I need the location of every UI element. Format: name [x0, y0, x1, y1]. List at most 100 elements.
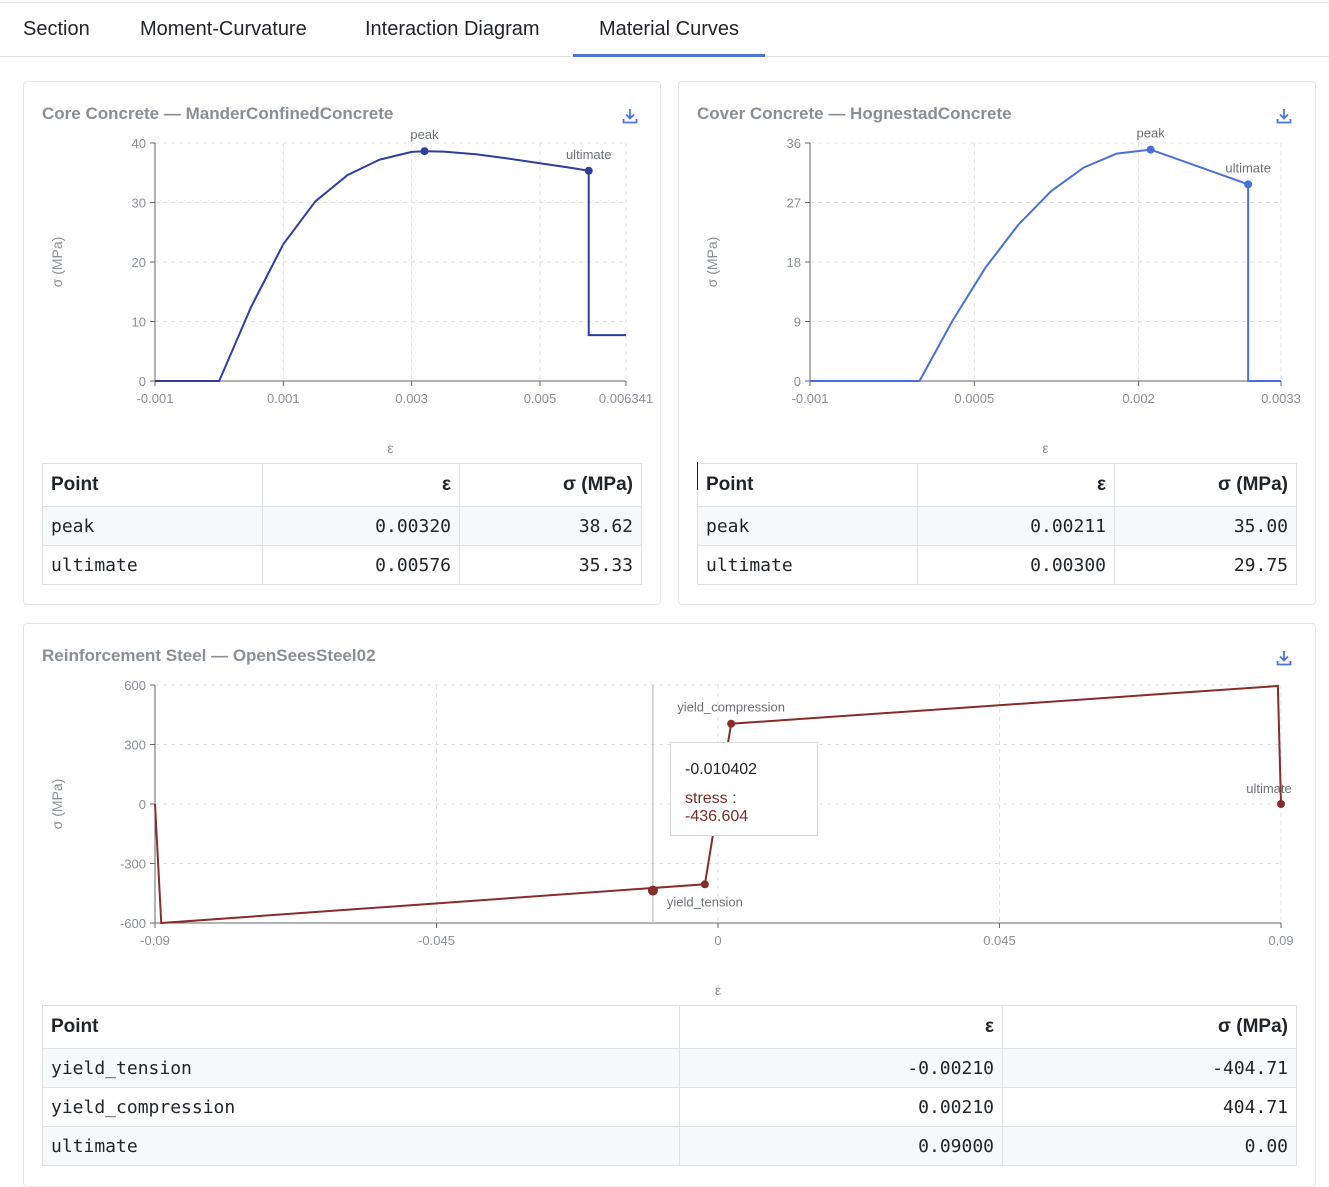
- cell-point: peak: [697, 506, 918, 546]
- x-axis-label: ε: [1042, 440, 1048, 456]
- header-stress: σ (MPa): [1114, 463, 1297, 507]
- cell-stress: 404.71: [1002, 1087, 1297, 1127]
- cell-strain: 0.00210: [679, 1087, 1003, 1127]
- cell-stress: 0.00: [1002, 1126, 1297, 1166]
- steel-card: Reinforcement Steel — OpenSeesSteel02 -0…: [23, 623, 1316, 1187]
- download-icon[interactable]: [621, 107, 639, 125]
- cell-strain: 0.00211: [917, 506, 1115, 546]
- cell-point: peak: [42, 506, 263, 546]
- y-tick-label: 0: [139, 797, 146, 812]
- steel-chart[interactable]: -0.09 -0.045 0 0.045 0.09 -600 -300 0 300 600 ε σ (…: [24, 624, 1315, 1004]
- core-points-table: Point ε σ (MPa) peak 0.00320 38.62 ultim…: [42, 463, 642, 585]
- cell-point: yield_compression: [42, 1087, 680, 1127]
- x-tick-label: 0.0033: [1261, 391, 1301, 406]
- y-tick-label: 0: [139, 374, 146, 389]
- y-tick-label: 300: [124, 738, 146, 753]
- annotation-point: [1244, 180, 1253, 189]
- cell-strain: 0.00300: [917, 545, 1115, 585]
- download-icon[interactable]: [1275, 107, 1293, 125]
- header-stress: σ (MPa): [1002, 1005, 1297, 1049]
- x-axis-label: ε: [715, 982, 721, 998]
- cell-stress: -404.71: [1002, 1048, 1297, 1088]
- x-tick-label: 0.005: [524, 391, 557, 406]
- card-title: Core Concrete — ManderConfinedConcrete: [42, 104, 394, 123]
- text-cursor: [697, 462, 698, 490]
- x-tick-label: 0.09: [1268, 933, 1293, 948]
- cell-stress: 29.75: [1114, 545, 1297, 585]
- y-tick-label: 40: [132, 136, 146, 151]
- x-tick-label: 0.0005: [954, 391, 994, 406]
- cell-point: ultimate: [42, 1126, 680, 1166]
- y-tick-label: 20: [132, 255, 146, 270]
- x-tick-label: 0: [714, 933, 721, 948]
- cell-stress: 35.00: [1114, 506, 1297, 546]
- table-row: yield_compression 0.00210 404.71: [42, 1087, 1297, 1127]
- annotation-point: [420, 147, 429, 156]
- annotation-label: peak: [1137, 126, 1166, 141]
- header-stress: σ (MPa): [459, 463, 642, 507]
- x-tick-label: 0.002: [1122, 391, 1155, 406]
- hover-point: [647, 885, 658, 896]
- x-tick-label: -0.001: [792, 391, 829, 406]
- tab-bar: Section Moment-Curvature Interaction Dia…: [0, 3, 1329, 57]
- annotation-label: ultimate: [1225, 160, 1271, 175]
- y-axis-label: σ (MPa): [49, 237, 65, 288]
- tab-moment-curvature[interactable]: Moment-Curvature: [140, 18, 307, 40]
- top-divider: [0, 2, 1329, 3]
- cell-strain: 0.00576: [262, 545, 460, 585]
- steel-points-table: Point ε σ (MPa) yield_tension -0.00210 -…: [42, 1005, 1297, 1166]
- y-axis-label: σ (MPa): [704, 237, 720, 288]
- cell-strain: -0.00210: [679, 1048, 1003, 1088]
- annotation-point: [1277, 800, 1285, 808]
- table-row: peak 0.00320 38.62: [42, 506, 642, 546]
- y-axis-label: σ (MPa): [49, 779, 65, 830]
- card-title: Reinforcement Steel — OpenSeesSteel02: [42, 646, 376, 665]
- table-row: yield_tension -0.00210 -404.71: [42, 1048, 1297, 1088]
- header-strain: ε: [262, 463, 460, 507]
- annotation-label: yield_tension: [667, 894, 743, 909]
- series-line: [810, 148, 1281, 382]
- cell-strain: 0.09000: [679, 1126, 1003, 1166]
- y-tick-label: 36: [787, 136, 801, 151]
- tab-material-curves[interactable]: Material Curves: [573, 3, 765, 57]
- cover-concrete-card: Cover Concrete — HognestadConcrete -0.00…: [678, 81, 1316, 605]
- cell-point: ultimate: [42, 545, 263, 585]
- x-axis-label: ε: [387, 440, 393, 456]
- table-header-row: Point ε σ (MPa): [42, 463, 642, 507]
- table-header-row: Point ε σ (MPa): [42, 1005, 1297, 1049]
- annotation-label: peak: [410, 127, 439, 142]
- x-tick-label: 0.006341: [599, 391, 653, 406]
- core-concrete-card: Core Concrete — ManderConfinedConcrete -…: [23, 81, 661, 605]
- core-concrete-chart[interactable]: -0.001 0.001 0.003 0.005 0.006341 0 10 20 30 40 ε σ…: [24, 82, 660, 462]
- y-tick-label: 600: [124, 678, 146, 693]
- header-point: Point: [697, 463, 918, 507]
- annotation-point: [584, 166, 593, 175]
- table-row: ultimate 0.09000 0.00: [42, 1126, 1297, 1166]
- x-tick-label: 0.003: [395, 391, 428, 406]
- card-title: Cover Concrete — HognestadConcrete: [697, 104, 1012, 123]
- x-tick-label: -0.001: [137, 391, 174, 406]
- header-point: Point: [42, 1005, 680, 1049]
- tab-section[interactable]: Section: [23, 18, 90, 40]
- series-line: [155, 150, 626, 382]
- cover-concrete-chart[interactable]: -0.001 0.0005 0.002 0.0033 0 9 18 27 36 ε σ (MPa) p…: [679, 82, 1315, 462]
- y-tick-label: 0: [794, 374, 801, 389]
- tooltip-stress: stress : -436.604: [685, 790, 749, 825]
- y-tick-label: 9: [794, 315, 801, 330]
- x-tick-label: 0.001: [267, 391, 300, 406]
- x-tick-label: 0.045: [983, 933, 1016, 948]
- cell-stress: 38.62: [459, 506, 642, 546]
- table-row: ultimate 0.00576 35.33: [42, 545, 642, 585]
- header-strain: ε: [917, 463, 1115, 507]
- y-tick-label: 18: [787, 255, 801, 270]
- download-icon[interactable]: [1275, 649, 1293, 667]
- table-row: ultimate 0.00300 29.75: [697, 545, 1297, 585]
- tooltip-x: -0.010402: [685, 761, 758, 778]
- cell-stress: 35.33: [459, 545, 642, 585]
- y-tick-label: 27: [787, 196, 801, 211]
- annotation-point: [1146, 145, 1155, 154]
- header-point: Point: [42, 463, 263, 507]
- cell-point: yield_tension: [42, 1048, 680, 1088]
- chart-tooltip: -0.010402 stress : -436.604: [670, 742, 818, 836]
- tab-interaction-diagram[interactable]: Interaction Diagram: [365, 18, 540, 40]
